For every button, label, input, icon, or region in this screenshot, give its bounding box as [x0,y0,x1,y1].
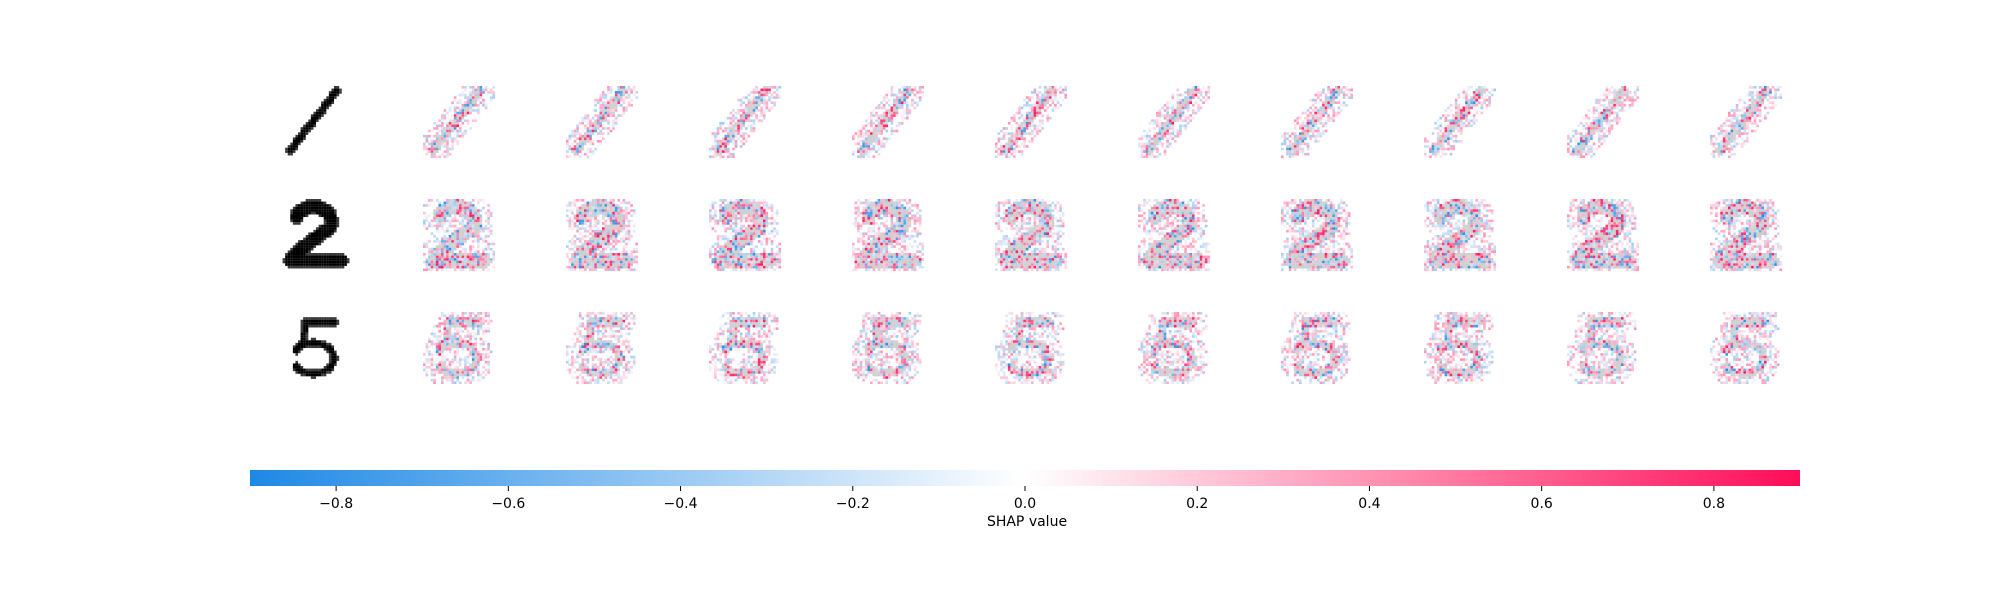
shap-map-row-5-col-4 [995,312,1064,384]
shap-map-row-1-col-9 [1710,86,1782,158]
colorbar-label: SHAP value [987,514,1067,530]
shap-map-row-2-col-7 [1424,199,1496,271]
input-digit-5 [293,317,339,379]
shap-map-row-5-col-6 [1281,312,1350,384]
colorbar-tick-label: −0.6 [491,496,525,512]
shap-map-row-5-col-3 [852,312,921,384]
shap-map-row-2-col-1 [566,199,638,271]
shap-map-row-1-col-2 [709,86,781,158]
shap-map-row-5-col-0 [423,312,492,384]
shap-map-row-5-col-5 [1138,312,1207,384]
shap-map-row-5-col-2 [709,312,778,384]
colorbar: −0.8 −0.6 −0.4 −0.2 0.0 0.2 0.4 0.6 0.8 SHAP val… [250,470,1800,530]
shap-map-row-2-col-3 [852,199,924,271]
colorbar-tick-label: −0.4 [664,496,698,512]
shap-map-row-1-col-7 [1424,86,1496,158]
image-grid [283,86,1782,384]
colorbar-tick-label: 0.0 [1014,496,1036,512]
shap-map-row-2-col-9 [1710,199,1782,271]
input-digit-1 [285,86,342,155]
colorbar-tick-label: 0.8 [1703,496,1725,512]
shap-map-row-2-col-6 [1281,199,1353,271]
shap-map-row-2-col-0 [423,199,495,271]
shap-map-row-5-col-1 [566,312,635,384]
colorbar-tick-label: −0.8 [319,496,353,512]
shap-map-row-1-col-0 [423,86,495,158]
shap-map-row-5-col-9 [1710,312,1779,384]
shap-map-row-1-col-4 [995,86,1067,158]
shap-map-row-1-col-8 [1567,86,1639,158]
colorbar-tick-label: 0.4 [1358,496,1380,512]
colorbar-gradient [250,470,1800,486]
shap-map-row-1-col-6 [1281,86,1353,158]
input-digit-2 [283,199,350,268]
shap-map-row-1-col-3 [852,86,924,158]
shap-map-row-2-col-4 [995,199,1067,271]
shap-map-row-2-col-2 [709,199,781,271]
colorbar-tick-label: 0.2 [1186,496,1208,512]
shap-map-row-2-col-5 [1138,199,1210,271]
shap-map-row-1-col-1 [566,86,638,158]
colorbar-tick-label: 0.6 [1531,496,1553,512]
shap-map-row-2-col-8 [1567,199,1639,271]
shap-map-row-1-col-5 [1138,86,1210,158]
shap-map-row-5-col-7 [1424,312,1493,384]
colorbar-ticks: −0.8 −0.6 −0.4 −0.2 0.0 0.2 0.4 0.6 0.8 [319,486,1725,512]
shap-map-row-5-col-8 [1567,312,1636,384]
colorbar-tick-label: −0.2 [836,496,870,512]
